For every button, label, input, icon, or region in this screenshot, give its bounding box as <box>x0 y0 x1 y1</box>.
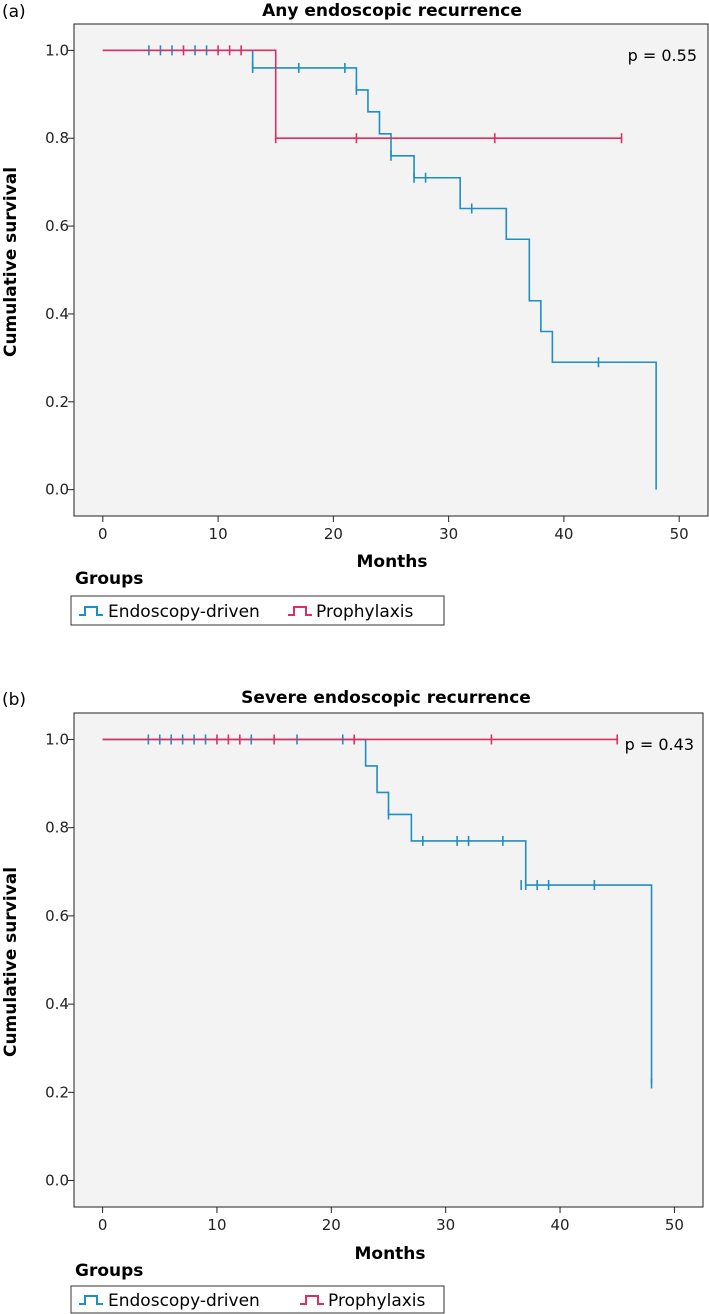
panel-a-x-tick-label: 40 <box>554 525 573 543</box>
panel-a-x-axis-title: Months <box>356 552 427 572</box>
panel-b-x-tick-label: 10 <box>207 1216 226 1234</box>
panel-a-y-tick-label: 1.0 <box>45 41 69 59</box>
panel-b-y-axis-title: Cumulative survival <box>1 867 21 1057</box>
panel-b-legend-swatch-endoscopy <box>79 1295 103 1305</box>
panel-b-p-value: p = 0.43 <box>625 735 694 754</box>
panel-a-legend-title: Groups <box>75 569 143 589</box>
panel-a-title: Any endoscopic recurrence <box>262 1 522 21</box>
panel-a-y-axis-title: Cumulative survival <box>1 167 21 357</box>
panel-a-legend-swatch-endoscopy <box>79 606 103 616</box>
panel-a-prophylaxis-curve <box>102 49 622 140</box>
panel-b-axes: 0 10 20 30 40 50 0.0 0.2 0.4 0.6 0.8 1.0 <box>45 730 684 1234</box>
panel-a: (a) Any endoscopic recurrence 0 10 20 30 40 5… <box>1 1 709 626</box>
panel-a-y-tick-label: 0.4 <box>45 305 69 323</box>
panel-a-label: (a) <box>2 2 26 22</box>
panel-b: (b) Severe endoscopic recurrence 0 10 20 30… <box>1 688 704 1314</box>
panel-a-legend-label-prophylaxis: Prophylaxis <box>316 602 414 622</box>
panel-b-x-tick-label: 30 <box>436 1216 455 1234</box>
panel-a-legend-box <box>70 595 445 626</box>
panel-a-x-tick-label: 30 <box>439 525 458 543</box>
panel-b-y-tick-label: 0.2 <box>45 1083 69 1101</box>
panel-b-x-tick-label: 0 <box>98 1216 108 1234</box>
panel-b-title: Severe endoscopic recurrence <box>241 688 531 708</box>
panel-a-plot-area <box>73 23 709 517</box>
panel-b-x-tick-label: 20 <box>322 1216 341 1234</box>
panel-a-x-tick-label: 50 <box>670 525 689 543</box>
panel-b-series <box>102 734 653 1089</box>
panel-a-legend-swatch-prophylaxis <box>288 606 312 616</box>
panel-b-y-tick-label: 0.6 <box>45 907 69 925</box>
panel-b-legend-swatch-prophylaxis <box>300 1295 324 1305</box>
panel-b-x-axis-title: Months <box>354 1244 425 1264</box>
panel-b-label: (b) <box>2 690 26 710</box>
panel-b-x-tick-label: 50 <box>665 1216 684 1234</box>
panel-a-legend: Groups Endoscopy-driven Prophylaxis <box>70 569 445 626</box>
panel-a-y-tick-label: 0.0 <box>45 481 69 499</box>
panel-b-plot-area <box>73 712 704 1208</box>
panel-b-x-tick-label: 40 <box>550 1216 569 1234</box>
panel-b-legend-label-prophylaxis: Prophylaxis <box>328 1291 426 1311</box>
panel-a-x-tick-label: 20 <box>324 525 343 543</box>
panel-a-axes: 0 10 20 30 40 50 0.0 0.2 0.4 0.6 0.8 1.0 <box>45 41 689 543</box>
panel-b-legend: Groups Endoscopy-driven Prophylaxis <box>70 1261 445 1314</box>
panel-b-y-tick-label: 1.0 <box>45 730 69 748</box>
panel-b-legend-title: Groups <box>75 1261 143 1281</box>
panel-b-y-tick-label: 0.0 <box>45 1172 69 1190</box>
panel-a-legend-label-endoscopy: Endoscopy-driven <box>108 602 260 622</box>
panel-b-y-tick-label: 0.4 <box>45 995 69 1013</box>
panel-a-y-tick-label: 0.2 <box>45 393 69 411</box>
panel-a-y-tick-label: 0.8 <box>45 129 69 147</box>
panel-b-y-tick-label: 0.8 <box>45 819 69 837</box>
panel-b-legend-box <box>70 1285 445 1314</box>
panel-a-p-value: p = 0.55 <box>628 46 697 65</box>
panel-a-y-tick-label: 0.6 <box>45 217 69 235</box>
panel-b-legend-label-endoscopy: Endoscopy-driven <box>108 1291 260 1311</box>
panel-a-x-tick-label: 0 <box>98 525 108 543</box>
panel-a-x-tick-label: 10 <box>209 525 228 543</box>
panel-a-series <box>102 45 657 490</box>
